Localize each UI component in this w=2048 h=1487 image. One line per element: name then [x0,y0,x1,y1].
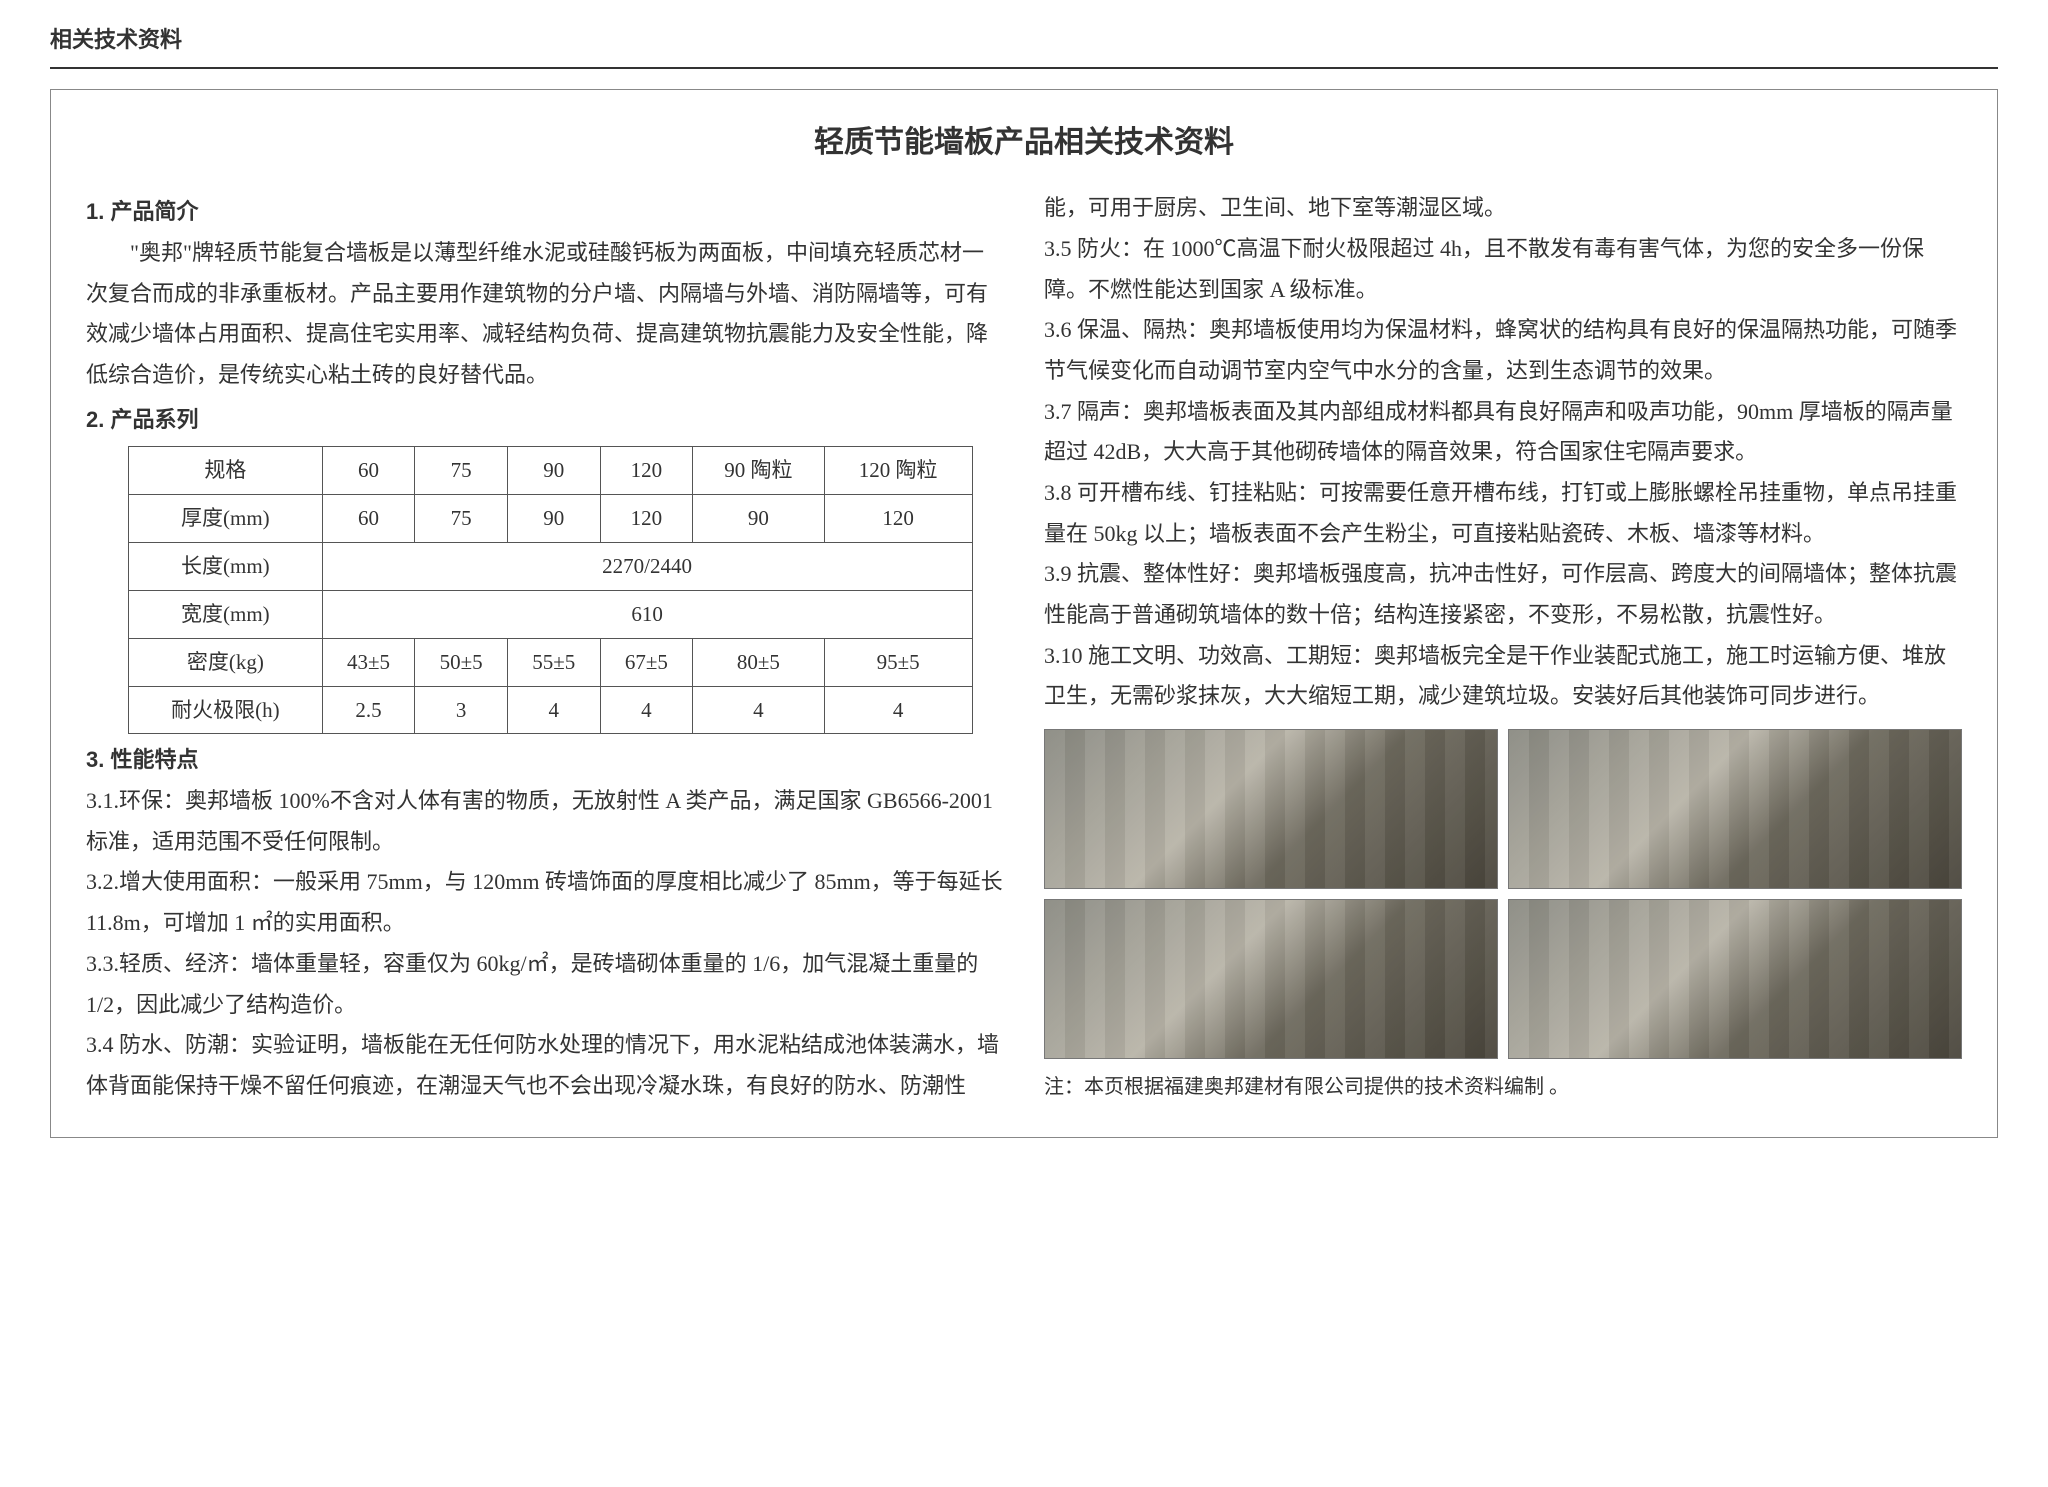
cell: 75 [415,447,508,495]
cell: 43±5 [322,638,415,686]
cell: 75 [415,495,508,543]
cell: 120 [600,495,693,543]
cell: 120 [824,495,972,543]
row-label: 厚度(mm) [129,495,323,543]
cell: 90 [507,447,600,495]
cell: 60 [322,447,415,495]
feature-37: 3.7 隔声：奥邦墙板表面及其内部组成材料都具有良好隔声和吸声功能，90mm 厚… [1044,392,1962,473]
two-column-layout: 1. 产品简介 "奥邦"牌轻质节能复合墙板是以薄型纤维水泥或硅酸钙板为两面板，中… [86,188,1962,1106]
cell: 120 陶粒 [824,447,972,495]
row-label: 宽度(mm) [129,590,323,638]
cell: 95±5 [824,638,972,686]
feature-36: 3.6 保温、隔热：奥邦墙板使用均为保温材料，蜂窝状的结构具有良好的保温隔热功能… [1044,310,1962,391]
cell: 50±5 [415,638,508,686]
table-row: 长度(mm) 2270/2440 [129,543,973,591]
cell: 90 [693,495,825,543]
feature-310: 3.10 施工文明、功效高、工期短：奥邦墙板完全是干作业装配式施工，施工时运输方… [1044,636,1962,717]
cell: 90 陶粒 [693,447,825,495]
cell: 120 [600,447,693,495]
row-label: 密度(kg) [129,638,323,686]
image-grid [1044,729,1962,1059]
table-row: 规格 60 75 90 120 90 陶粒 120 陶粒 [129,447,973,495]
product-series-table: 规格 60 75 90 120 90 陶粒 120 陶粒 厚度(mm) 60 7… [128,446,973,734]
cell: 60 [322,495,415,543]
main-title: 轻质节能墙板产品相关技术资料 [86,115,1962,171]
cell: 90 [507,495,600,543]
footnote: 注：本页根据福建奥邦建材有限公司提供的技术资料编制 。 [1044,1069,1962,1106]
section-3-heading: 3. 性能特点 [86,740,1004,781]
product-photo-1 [1044,729,1498,889]
feature-32: 3.2.增大使用面积：一般采用 75mm，与 120mm 砖墙饰面的厚度相比减少… [86,862,1004,943]
row-label: 长度(mm) [129,543,323,591]
product-photo-4 [1508,899,1962,1059]
table-row: 宽度(mm) 610 [129,590,973,638]
cell: 4 [507,686,600,734]
cell: 2270/2440 [322,543,972,591]
product-photo-2 [1508,729,1962,889]
cell: 67±5 [600,638,693,686]
cell: 55±5 [507,638,600,686]
section-1-body: "奥邦"牌轻质节能复合墙板是以薄型纤维水泥或硅酸钙板为两面板，中间填充轻质芯材一… [86,233,1004,396]
page-header: 相关技术资料 [50,20,1998,69]
cell: 3 [415,686,508,734]
cell: 80±5 [693,638,825,686]
row-label: 耐火极限(h) [129,686,323,734]
cell: 2.5 [322,686,415,734]
table-row: 厚度(mm) 60 75 90 120 90 120 [129,495,973,543]
feature-38: 3.8 可开槽布线、钉挂粘贴：可按需要任意开槽布线，打钉或上膨胀螺栓吊挂重物，单… [1044,473,1962,554]
feature-39: 3.9 抗震、整体性好：奥邦墙板强度高，抗冲击性好，可作层高、跨度大的间隔墙体；… [1044,554,1962,635]
cell: 4 [824,686,972,734]
cell: 610 [322,590,972,638]
feature-33: 3.3.轻质、经济：墙体重量轻，容重仅为 60kg/㎡，是砖墙砌体重量的 1/6… [86,944,1004,1025]
table-row: 耐火极限(h) 2.5 3 4 4 4 4 [129,686,973,734]
section-1-heading: 1. 产品简介 [86,192,1004,233]
table-row: 密度(kg) 43±5 50±5 55±5 67±5 80±5 95±5 [129,638,973,686]
section-2-heading: 2. 产品系列 [86,400,1004,441]
product-photo-3 [1044,899,1498,1059]
content-box: 轻质节能墙板产品相关技术资料 1. 产品简介 "奥邦"牌轻质节能复合墙板是以薄型… [50,89,1998,1138]
cell: 4 [693,686,825,734]
cell: 4 [600,686,693,734]
feature-35: 3.5 防火：在 1000℃高温下耐火极限超过 4h，且不散发有毒有害气体，为您… [1044,229,1962,310]
row-label: 规格 [129,447,323,495]
feature-31: 3.1.环保：奥邦墙板 100%不含对人体有害的物质，无放射性 A 类产品，满足… [86,781,1004,862]
